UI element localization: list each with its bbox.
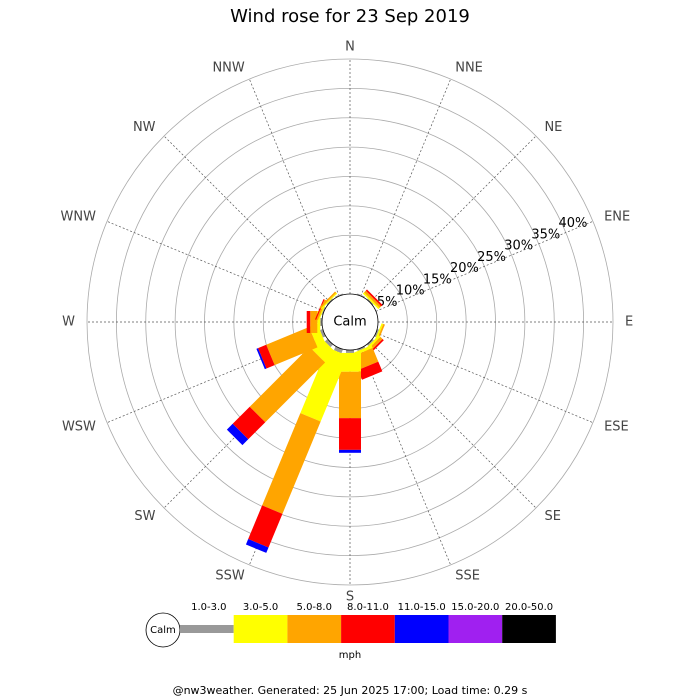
wind-bar xyxy=(324,338,334,348)
legend-calm-label: Calm xyxy=(150,625,176,636)
spoke xyxy=(106,332,325,423)
legend-swatch xyxy=(233,615,288,643)
direction-label: S xyxy=(346,590,354,605)
legend-label: 1.0-3.0 xyxy=(191,602,226,613)
direction-label: N xyxy=(345,40,355,55)
wind-bar xyxy=(339,449,361,453)
r-tick-label: 10% xyxy=(396,284,425,299)
direction-label: SE xyxy=(544,509,560,524)
wind-bar xyxy=(346,350,354,353)
wind-bar xyxy=(266,327,318,366)
wind-bar xyxy=(262,413,321,514)
wind-bar xyxy=(334,346,343,354)
wind-bar xyxy=(366,298,374,306)
wind-bar xyxy=(256,348,267,370)
direction-label: W xyxy=(62,315,75,330)
wind-bar xyxy=(357,346,366,352)
direction-label: NE xyxy=(544,120,562,135)
spoke xyxy=(106,221,325,312)
legend-label: 8.0-11.0 xyxy=(347,602,389,613)
r-tick-label: 30% xyxy=(504,239,533,254)
wind-bar xyxy=(366,338,374,346)
direction-label: ESE xyxy=(604,420,629,435)
spoke xyxy=(375,221,594,312)
chart-title: Wind rose for 23 Sep 2019 xyxy=(230,6,470,27)
wind-bar xyxy=(374,329,380,338)
r-tick-label: 35% xyxy=(531,227,560,242)
wind-bar xyxy=(315,299,325,320)
grid-ring xyxy=(86,58,614,586)
legend-swatch xyxy=(448,615,503,643)
direction-label: SSE xyxy=(455,569,480,584)
legend-label: 11.0-15.0 xyxy=(398,602,446,613)
wind-bar xyxy=(306,311,311,333)
direction-label: NNE xyxy=(455,60,483,75)
direction-label: NW xyxy=(133,120,156,135)
wind-bar xyxy=(249,346,326,423)
legend-label: 5.0-8.0 xyxy=(297,602,332,613)
legend-swatch xyxy=(341,615,395,643)
r-tick-label: 5% xyxy=(377,295,398,310)
wind-bar xyxy=(319,329,326,338)
direction-label: SSW xyxy=(215,569,245,584)
calm-label: Calm xyxy=(333,315,366,330)
spoke xyxy=(369,341,537,509)
wind-bar xyxy=(364,290,382,308)
spoke xyxy=(375,332,594,423)
r-tick-label: 15% xyxy=(423,272,452,287)
legend-label: 20.0-50.0 xyxy=(505,602,553,613)
footer: @nw3weather. Generated: 25 Jun 2025 17:0… xyxy=(173,684,528,697)
wind-bar xyxy=(320,318,322,326)
spoke xyxy=(369,135,537,303)
legend-unit: mph xyxy=(339,650,361,661)
wind-bar xyxy=(245,539,269,553)
wind-bar xyxy=(357,361,383,380)
direction-label: WNW xyxy=(60,209,96,224)
legend-swatch xyxy=(394,615,449,643)
wind-bar xyxy=(300,347,348,422)
spoke xyxy=(163,135,331,303)
calm-circle xyxy=(321,293,379,351)
wind-bar xyxy=(339,371,361,419)
legend-label: 15.0-20.0 xyxy=(451,602,499,613)
wind-bar xyxy=(335,293,343,298)
grid-ring xyxy=(174,146,526,498)
legend-swatch xyxy=(287,615,342,643)
wind-bar xyxy=(339,418,361,450)
spoke xyxy=(360,347,451,566)
spoke xyxy=(249,78,340,297)
direction-label: NNW xyxy=(212,60,244,75)
spoke xyxy=(360,78,451,297)
r-tick-label: 25% xyxy=(477,250,506,265)
legend-swatch xyxy=(502,615,556,643)
wind-bar xyxy=(320,292,338,310)
wind-bar xyxy=(226,423,249,446)
wind-bar xyxy=(365,289,383,307)
direction-label: SW xyxy=(134,509,155,524)
wind-bar xyxy=(321,307,326,315)
direction-label: ENE xyxy=(604,209,630,224)
legend-label: 3.0-5.0 xyxy=(243,602,278,613)
r-tick-label: 20% xyxy=(450,261,479,276)
wind-bar xyxy=(232,406,266,440)
wind-bar xyxy=(258,344,275,369)
wind-bar xyxy=(310,311,318,333)
direction-label: WSW xyxy=(62,420,96,435)
wind-bar xyxy=(357,293,365,298)
wind-bar xyxy=(248,505,283,548)
wind-bar xyxy=(326,298,334,306)
direction-label: E xyxy=(625,315,633,330)
wind-bar xyxy=(362,292,380,310)
legend-swatch xyxy=(180,625,234,633)
wind-bar xyxy=(319,291,337,309)
r-tick-label: 40% xyxy=(559,216,588,231)
